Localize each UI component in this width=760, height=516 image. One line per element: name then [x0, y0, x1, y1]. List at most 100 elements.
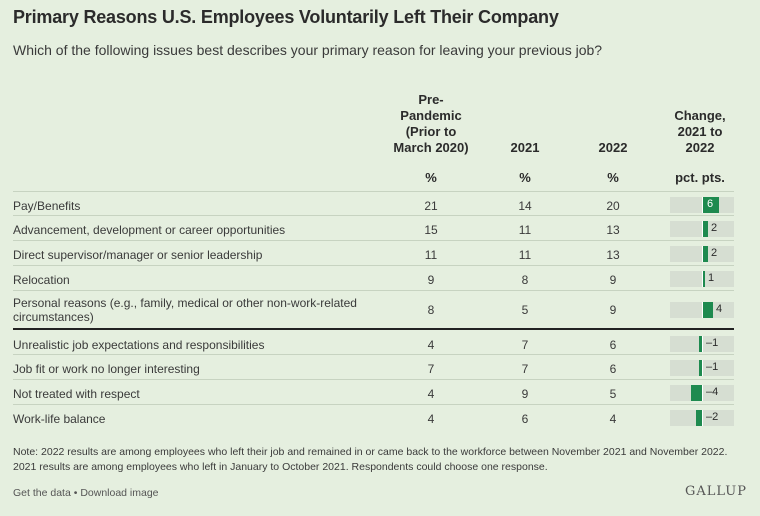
change-bar-label: –1: [706, 337, 719, 349]
change-bar-track: –1: [670, 336, 734, 352]
col-header-pre-line: Pre-: [418, 92, 444, 107]
zero-line: [702, 302, 703, 318]
cell-y2022: 20: [606, 199, 620, 213]
table-row: Not treated with respect 4 9 5 –4: [13, 379, 734, 405]
footer-links: Get the data • Download image: [13, 487, 159, 499]
cell-y2021: 7: [521, 338, 529, 352]
row-label: Direct supervisor/manager or senior lead…: [13, 248, 263, 262]
table-row: Unrealistic job expectations and respons…: [13, 328, 734, 356]
cell-pre: 8: [427, 303, 435, 317]
footnote: Note: 2022 results are among employees w…: [13, 446, 728, 473]
change-bar-label: –4: [706, 386, 719, 398]
change-bar-label: 1: [708, 272, 715, 284]
table-row: Work-life balance 4 6 4 –2: [13, 404, 734, 430]
chart-title: Primary Reasons U.S. Employees Voluntari…: [13, 7, 559, 27]
col-header-change: Change, 2021 to 2022: [660, 108, 740, 156]
col-header-pre-line: (Prior to: [405, 124, 457, 139]
unit-2021: %: [519, 170, 531, 185]
cell-y2021: 5: [521, 303, 529, 317]
change-bar: [699, 336, 702, 352]
change-bar-track: –2: [670, 410, 734, 426]
cell-y2022: 6: [609, 338, 617, 352]
col-header-change-line: 2021 to: [677, 124, 723, 139]
row-label: Unrealistic job expectations and respons…: [13, 338, 265, 352]
cell-y2022: 9: [609, 273, 617, 287]
cell-pre: 4: [427, 338, 435, 352]
table-row: Advancement, development or career oppor…: [13, 215, 734, 241]
col-header-change-line: 2022: [685, 140, 715, 155]
table-row: Personal reasons (e.g., family, medical …: [13, 290, 734, 329]
change-bar: [702, 246, 708, 262]
cell-y2021: 9: [521, 387, 529, 401]
change-bar: [702, 302, 713, 318]
change-bar-track: –1: [670, 360, 734, 376]
link-separator: •: [70, 487, 81, 499]
row-label: Advancement, development or career oppor…: [13, 223, 286, 237]
unit-pre: %: [425, 170, 437, 185]
col-header-2021: 2021: [510, 140, 540, 155]
change-bar-track: 2: [670, 246, 734, 262]
change-bar-label: 2: [711, 247, 718, 259]
cell-y2021: 14: [518, 199, 532, 213]
col-header-pre-line: March 2020): [393, 140, 469, 155]
table-row: Relocation 9 8 9 1: [13, 265, 734, 291]
change-bar: [702, 197, 719, 213]
zero-line: [702, 385, 703, 401]
cell-pre: 9: [427, 273, 435, 287]
row-label: Work-life balance: [13, 412, 106, 426]
cell-pre: 21: [424, 199, 438, 213]
table-row: Job fit or work no longer interesting 7 7 6…: [13, 354, 734, 380]
cell-y2021: 11: [518, 223, 532, 237]
zero-line: [702, 410, 703, 426]
col-header-pre-line: Pandemic: [400, 108, 462, 123]
row-label: Not treated with respect: [13, 387, 140, 401]
change-bar-track: 4: [670, 302, 734, 318]
cell-y2022: 5: [609, 387, 617, 401]
cell-y2022: 13: [606, 223, 620, 237]
change-bar-label: 6: [707, 198, 714, 210]
change-bar: [699, 360, 702, 376]
unit-change: pct. pts.: [675, 170, 725, 185]
row-label: Job fit or work no longer interesting: [13, 362, 200, 376]
gallup-logo: GALLUP: [684, 484, 747, 499]
cell-pre: 15: [424, 223, 438, 237]
change-bar: [696, 410, 702, 426]
col-header-change-line: Change,: [674, 108, 726, 123]
col-header-pre-pandemic: Pre- Pandemic (Prior to March 2020): [385, 92, 477, 156]
zero-line: [702, 246, 703, 262]
get-data-link[interactable]: Get the data: [13, 487, 71, 499]
change-bar-track: –4: [670, 385, 734, 401]
cell-y2022: 4: [609, 412, 617, 426]
change-bar-track: 6: [670, 197, 734, 213]
change-bar-track: 1: [670, 271, 734, 287]
change-bar-track: 2: [670, 221, 734, 237]
change-bar-label: 4: [716, 303, 723, 315]
zero-line: [702, 197, 703, 213]
row-label: Relocation: [13, 273, 70, 287]
download-image-link[interactable]: Download image: [80, 487, 159, 499]
zero-line: [702, 336, 703, 352]
cell-y2021: 7: [521, 362, 529, 376]
unit-2022: %: [607, 170, 619, 185]
change-bar-label: 2: [711, 222, 718, 234]
zero-line: [702, 271, 703, 287]
row-label: Pay/Benefits: [13, 199, 81, 213]
cell-y2022: 6: [609, 362, 617, 376]
table-row: Direct supervisor/manager or senior lead…: [13, 240, 734, 266]
change-bar-label: –1: [706, 361, 719, 373]
change-bar-label: –2: [706, 411, 719, 423]
chart-subtitle: Which of the following issues best descr…: [13, 42, 603, 58]
cell-y2021: 8: [521, 273, 529, 287]
change-bar: [702, 221, 708, 237]
cell-y2021: 6: [521, 412, 529, 426]
row-label: Personal reasons (e.g., family, medical …: [13, 296, 357, 324]
cell-pre: 4: [427, 387, 435, 401]
cell-pre: 11: [424, 248, 438, 262]
cell-pre: 7: [427, 362, 435, 376]
table-row: Pay/Benefits 21 14 20 6: [13, 191, 734, 216]
change-bar: [691, 385, 702, 401]
zero-line: [702, 360, 703, 376]
cell-y2021: 11: [518, 248, 532, 262]
cell-y2022: 13: [606, 248, 620, 262]
col-header-2022: 2022: [598, 140, 628, 155]
